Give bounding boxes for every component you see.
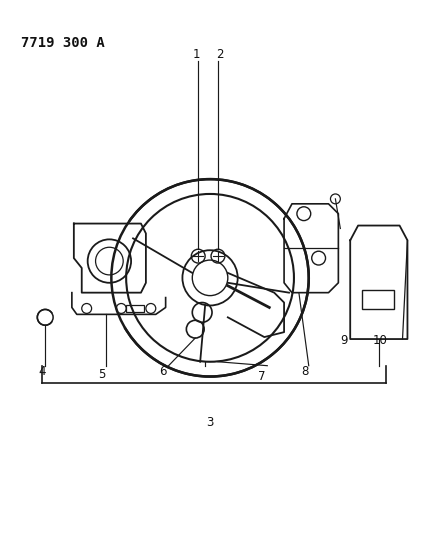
- Text: 7: 7: [258, 370, 265, 383]
- Text: 5: 5: [98, 368, 105, 381]
- Text: 7719 300 A: 7719 300 A: [21, 36, 104, 50]
- Text: 1: 1: [193, 49, 200, 61]
- Text: 8: 8: [301, 365, 309, 378]
- Bar: [126, 304, 144, 312]
- Text: 6: 6: [159, 365, 166, 378]
- Text: 2: 2: [216, 49, 224, 61]
- Text: 9: 9: [341, 334, 348, 346]
- Text: 10: 10: [372, 334, 387, 346]
- Bar: [362, 290, 394, 310]
- Text: 4: 4: [39, 365, 46, 378]
- Text: 3: 3: [206, 416, 214, 430]
